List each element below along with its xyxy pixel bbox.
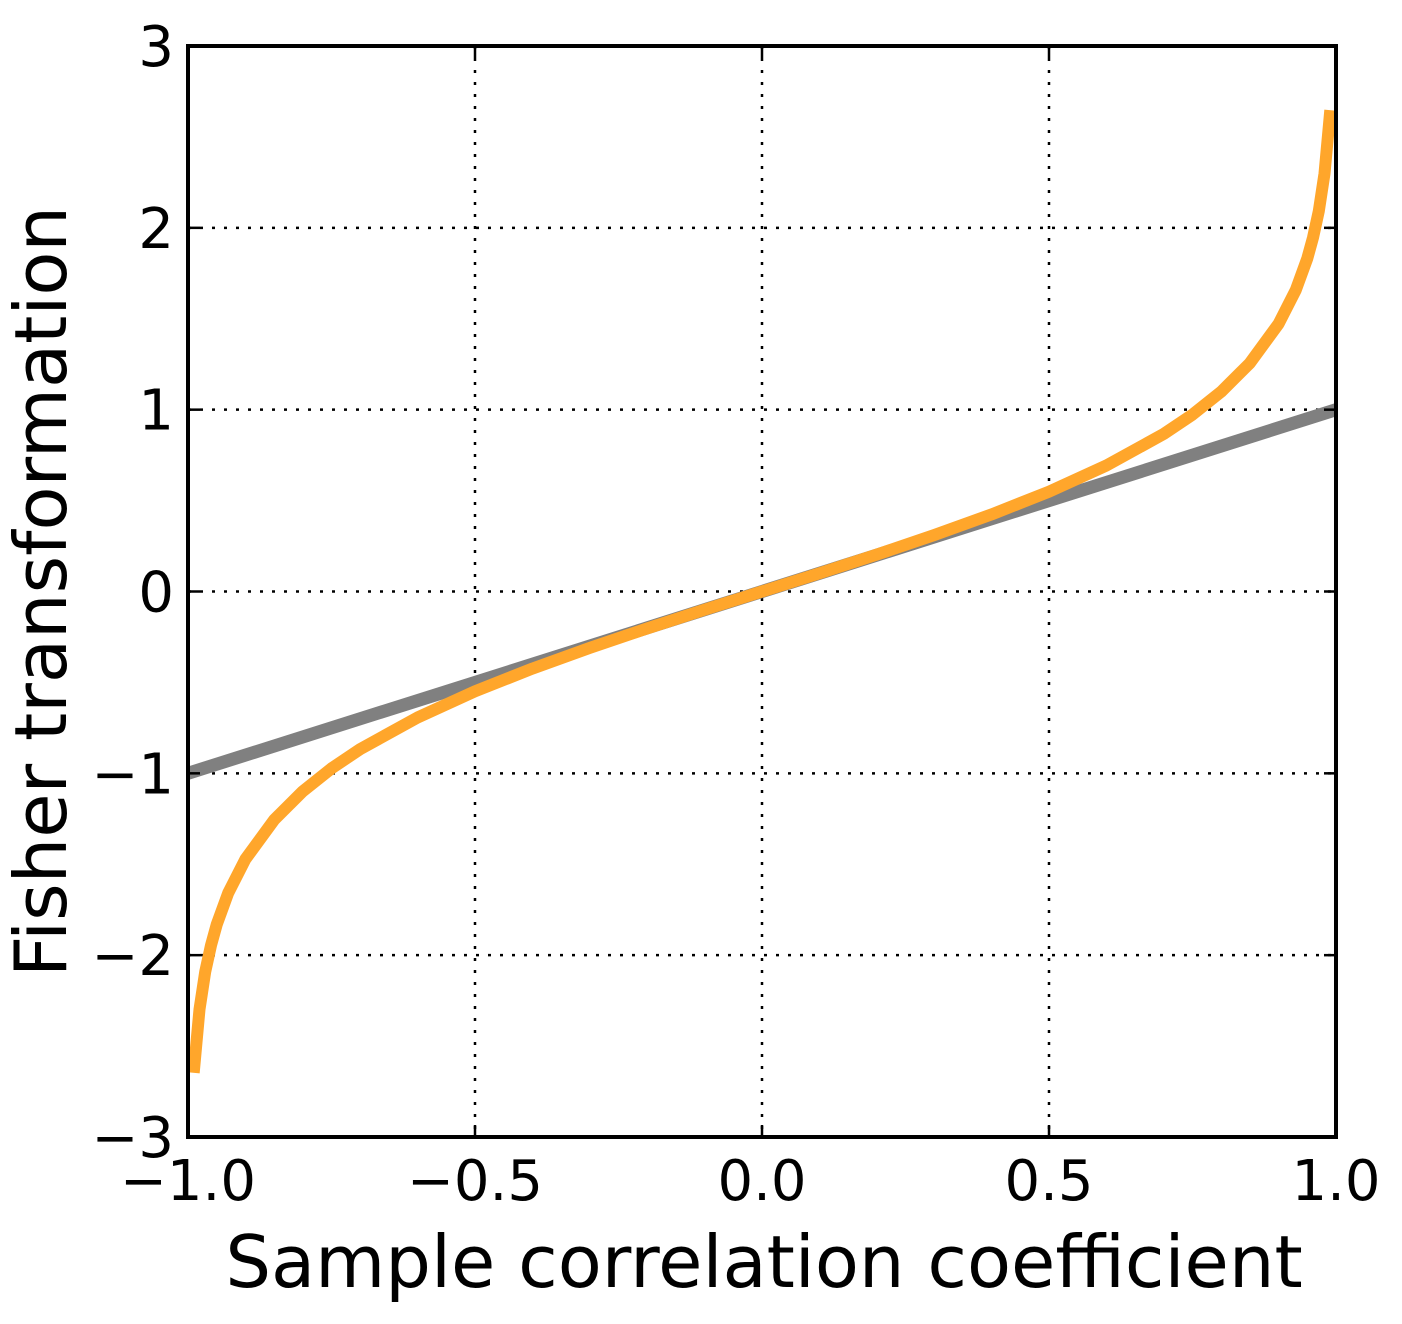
x-tick-label: 0.0 [717, 1149, 806, 1214]
x-axis-title: Sample correlation coefficient [225, 1220, 1302, 1304]
y-tick-label: −2 [91, 924, 174, 989]
y-tick-label: 1 [138, 379, 174, 444]
tick-labels: −1.0 −0.5 0.0 0.5 1.0 −3 −2 −1 0 1 2 3 [91, 15, 1380, 1214]
fisher-transformation-line [187, 109, 1337, 1074]
grid [188, 46, 1336, 1137]
y-tick-label: −3 [91, 1106, 174, 1171]
y-tick-label: 3 [138, 15, 174, 80]
x-tick-label: −0.5 [407, 1149, 543, 1214]
x-tick-label: −1.0 [120, 1149, 256, 1214]
y-tick-label: 2 [138, 197, 174, 262]
ticks [186, 44, 1338, 1139]
x-tick-label: 0.5 [1004, 1149, 1093, 1214]
y-tick-label: −1 [91, 742, 174, 807]
y-tick-label: 0 [138, 561, 174, 626]
x-tick-label: 1.0 [1291, 1149, 1380, 1214]
y-axis-title: Fisher transformation [0, 206, 83, 977]
series [186, 109, 1338, 1074]
